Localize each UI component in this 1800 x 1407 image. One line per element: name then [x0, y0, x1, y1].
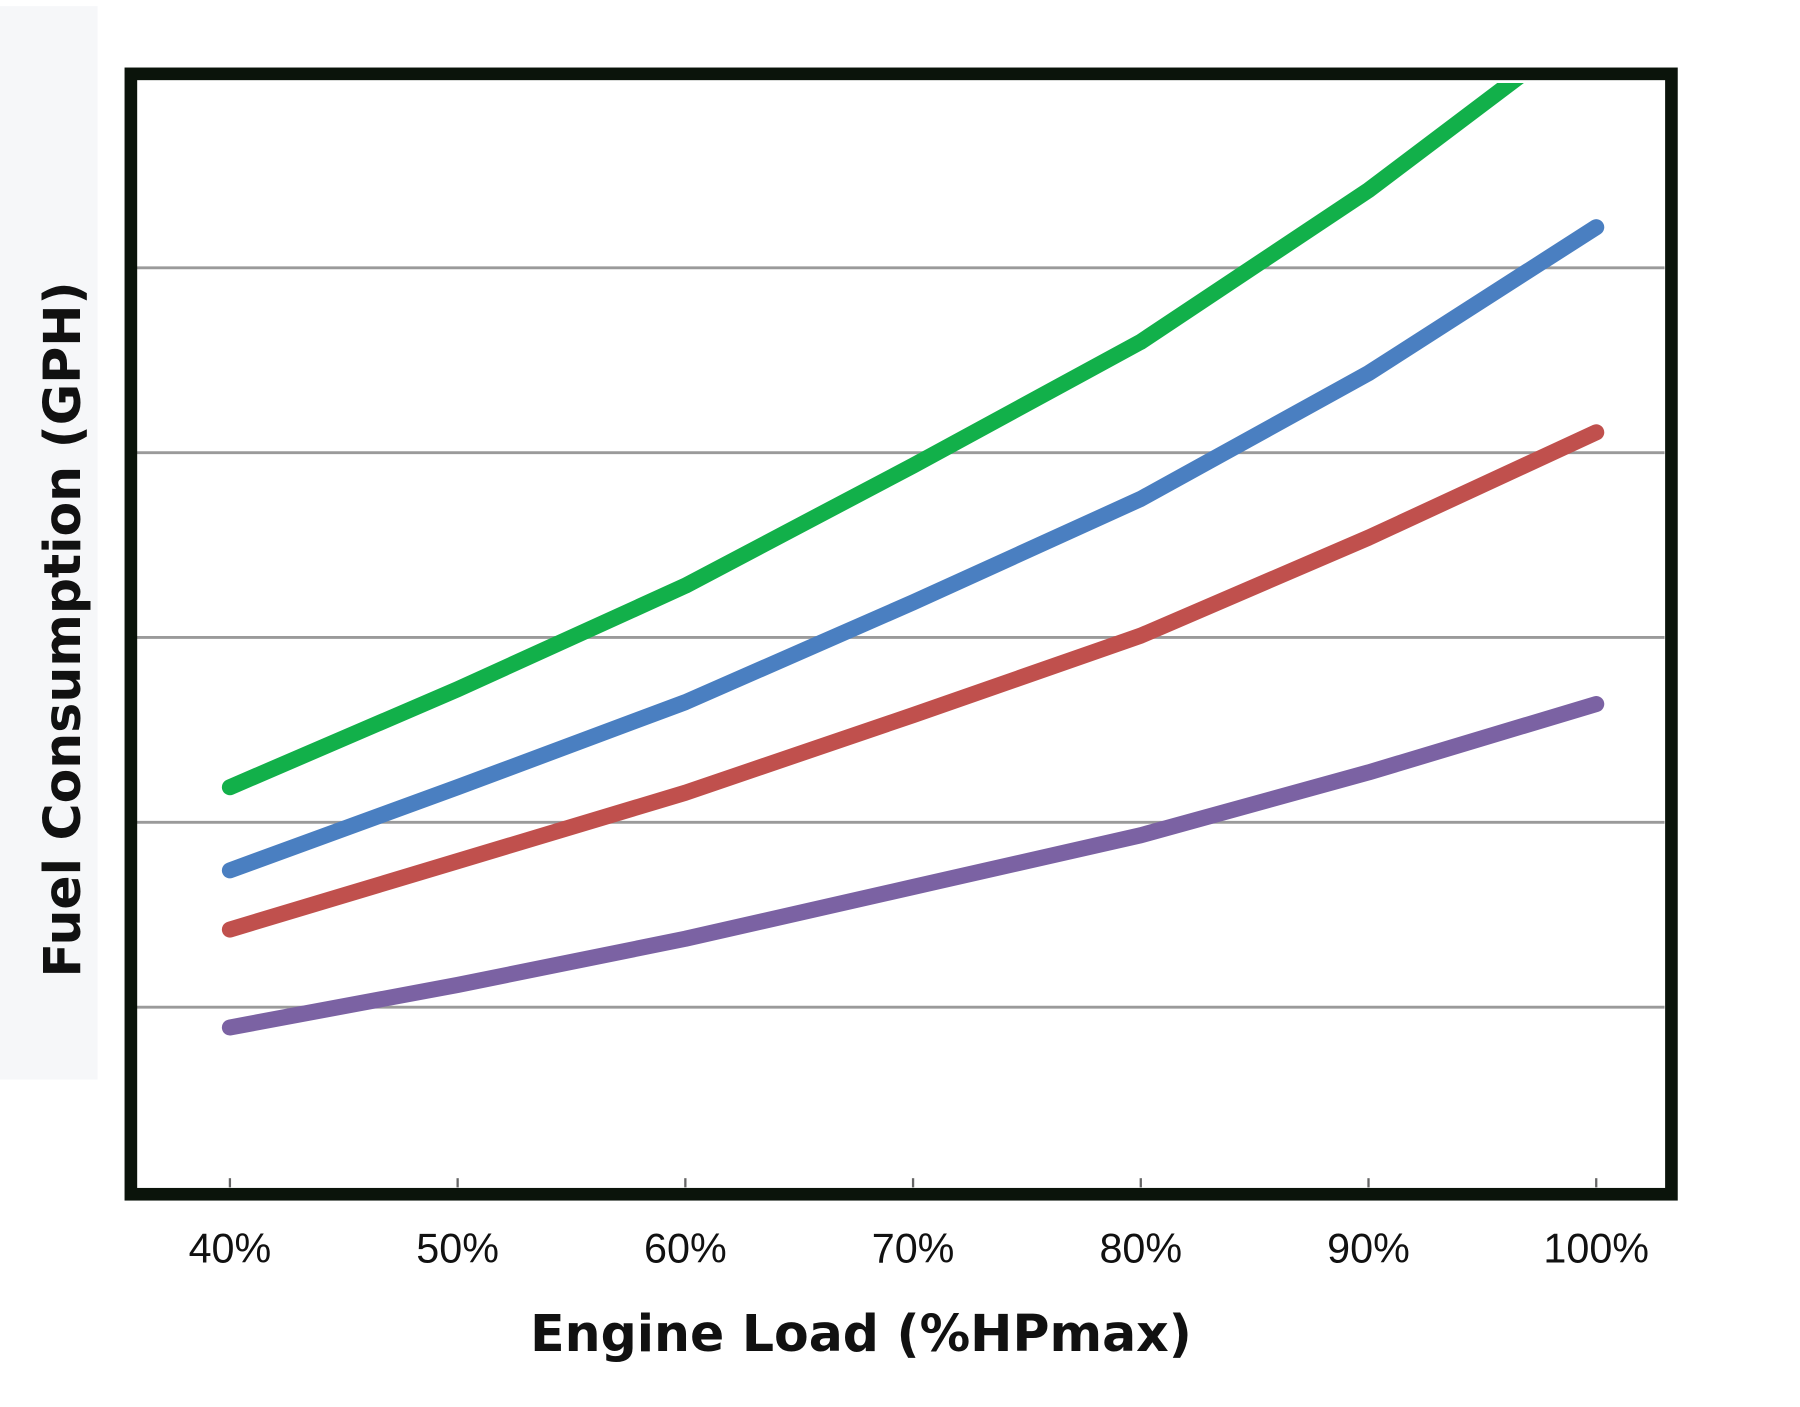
x-tick-label: 40% [189, 1226, 272, 1272]
y-axis-title: Fuel Consumption (GPH) [33, 281, 92, 977]
x-tick-label: 80% [1099, 1226, 1182, 1272]
plot-frame [124, 67, 1678, 1201]
background-panel [0, 6, 98, 1080]
x-axis: 40% 50% 60% 70% 80% 90% 100% [189, 1178, 1649, 1272]
series-line [221, 83, 1524, 796]
x-tick-label: 70% [872, 1226, 955, 1272]
grid [129, 266, 1665, 1009]
x-tick-label: 50% [416, 1226, 499, 1272]
series-line [221, 219, 1605, 879]
x-tick-label: 100% [1543, 1226, 1649, 1272]
plot-area [221, 83, 1605, 1036]
series-line [221, 424, 1605, 938]
x-axis-title: Engine Load (%HPmax) [530, 1304, 1192, 1363]
x-tick-label: 90% [1327, 1226, 1410, 1272]
series-line [221, 695, 1605, 1036]
x-tick-label: 60% [644, 1226, 727, 1272]
